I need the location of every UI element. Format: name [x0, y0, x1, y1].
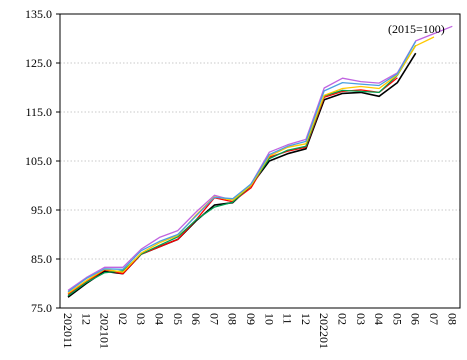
x-tick-label: 202101 [98, 313, 112, 349]
series-line [67, 45, 417, 297]
x-tick-label: 07 [207, 313, 221, 325]
x-tick-label: 08 [226, 313, 240, 325]
y-axis: 75.0 85.0 95.0 105.0 115.0 125.0 135.0 [25, 7, 60, 315]
y-tick-label: 125.0 [25, 56, 52, 70]
x-tick-label: 06 [409, 313, 423, 325]
y-tick-label: 95.0 [31, 203, 52, 217]
series-line [67, 36, 435, 294]
y-tick-label: 85.0 [31, 252, 52, 266]
x-tick-label: 02 [336, 313, 350, 325]
series-lines [67, 25, 453, 298]
x-tick-label: 202011 [61, 313, 75, 349]
x-tick-label: 03 [354, 313, 368, 325]
x-tick-label: 12 [299, 313, 313, 325]
series-line [67, 77, 398, 295]
x-tick-label: 03 [134, 313, 148, 325]
x-tick-label: 12 [79, 313, 93, 325]
x-tick-label: 05 [390, 313, 404, 325]
y-tick-label: 105.0 [25, 154, 52, 168]
x-axis: 202011 12 202101 02 03 04 05 06 07 08 09 10 11 12 2022… [61, 313, 459, 349]
x-tick-label: 07 [427, 313, 441, 325]
x-tick-label: 202201 [317, 313, 331, 349]
x-tick-label: 02 [116, 313, 130, 325]
x-tick-label: 04 [372, 313, 386, 325]
x-tick-label: 09 [244, 313, 258, 325]
x-tick-label: 08 [445, 313, 459, 325]
y-tick-label: 115.0 [25, 105, 52, 119]
y-tick-label: 135.0 [25, 7, 52, 21]
x-tick-label: 10 [262, 313, 276, 325]
base-year-note: (2015=100) [388, 22, 445, 36]
y-tick-label: 75.0 [31, 301, 52, 315]
series-line [67, 25, 453, 291]
x-tick-label: 04 [153, 313, 167, 325]
grid-lines [60, 13, 460, 260]
x-tick-label: 06 [189, 313, 203, 325]
series-line [67, 41, 417, 293]
x-tick-label: 11 [281, 313, 295, 325]
x-tick-label: 05 [171, 313, 185, 325]
